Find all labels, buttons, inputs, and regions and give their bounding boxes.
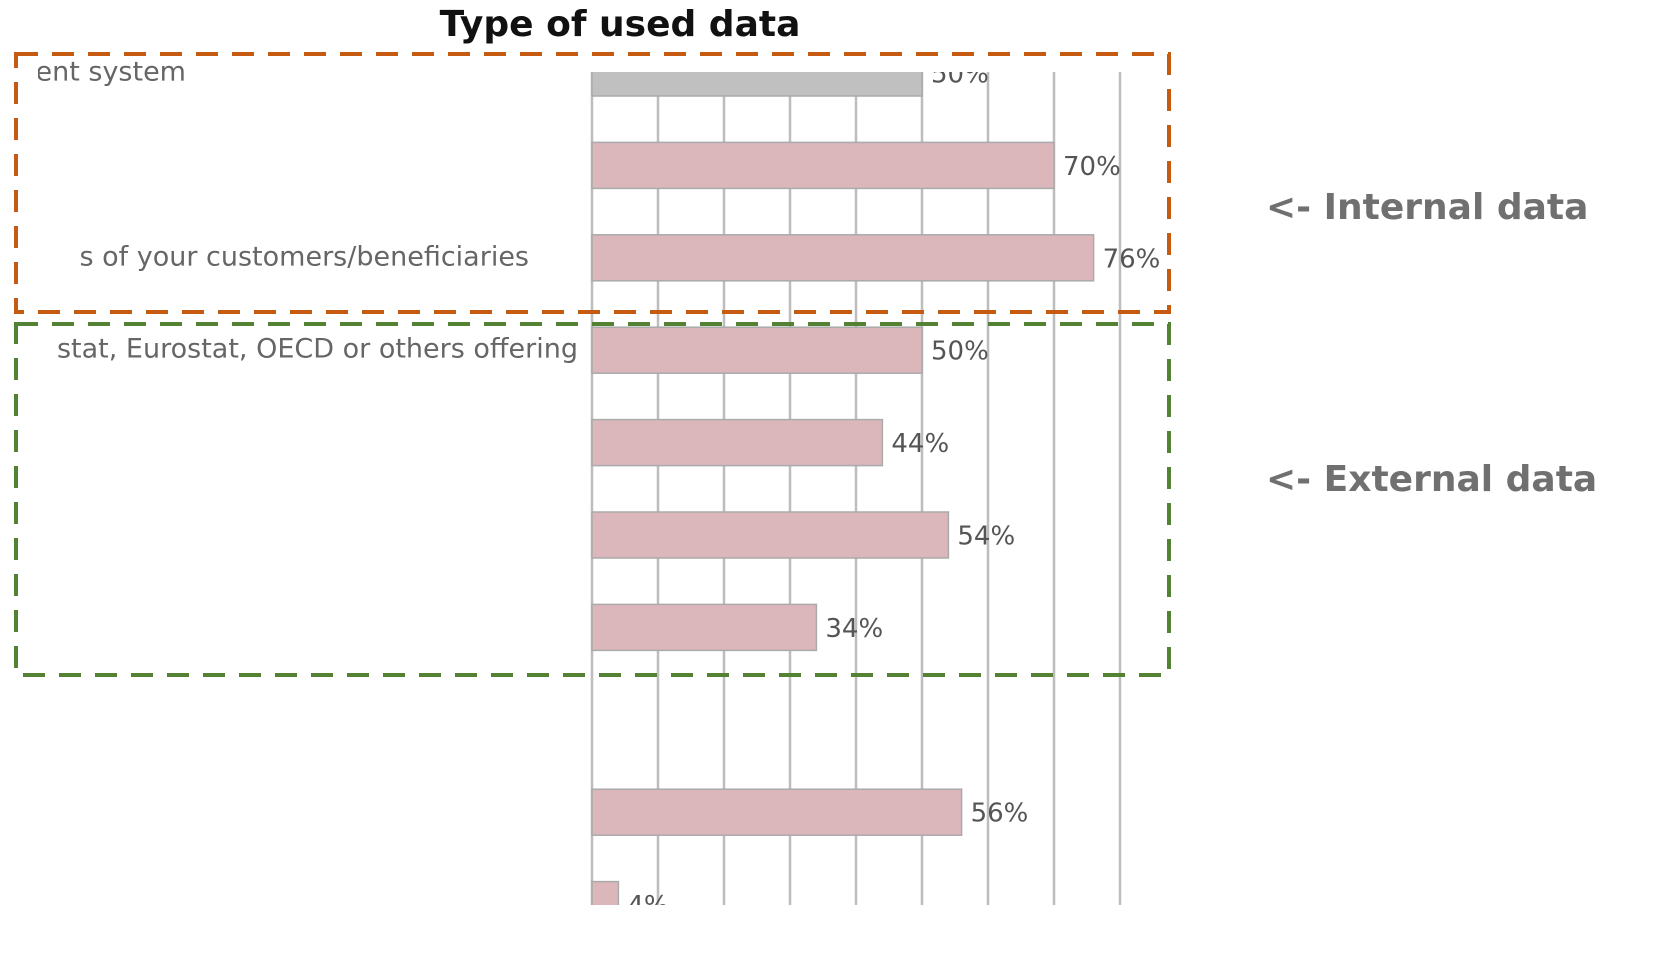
y-tick-label: ent system xyxy=(35,57,186,88)
chart-title: Type of used data xyxy=(440,4,801,45)
annotation: <- External data xyxy=(1266,459,1597,500)
value-label: 50% xyxy=(931,60,989,90)
internal-box xyxy=(14,52,1171,314)
value-label: 70% xyxy=(1063,152,1121,182)
bar xyxy=(591,603,818,652)
annotation: <- Internal data xyxy=(1266,187,1588,228)
bar xyxy=(591,72,923,97)
bar xyxy=(591,326,923,374)
bar xyxy=(591,511,950,559)
y-tick-label: s of your customers/beneficiaries xyxy=(79,241,529,272)
bar xyxy=(591,234,1095,282)
value-label: 54% xyxy=(957,522,1015,552)
bar xyxy=(591,788,963,836)
value-label: 56% xyxy=(971,799,1029,829)
bar xyxy=(591,880,620,905)
external-box xyxy=(14,322,1171,677)
value-label: 44% xyxy=(891,429,949,459)
value-label: 34% xyxy=(825,614,883,644)
bar xyxy=(591,418,884,467)
value-label: 4% xyxy=(627,891,668,921)
y-tick-label: stat, Eurostat, OECD or others offering xyxy=(57,334,578,365)
value-label: 50% xyxy=(931,337,989,367)
bar xyxy=(591,141,1055,190)
value-label: 76% xyxy=(1103,244,1161,274)
